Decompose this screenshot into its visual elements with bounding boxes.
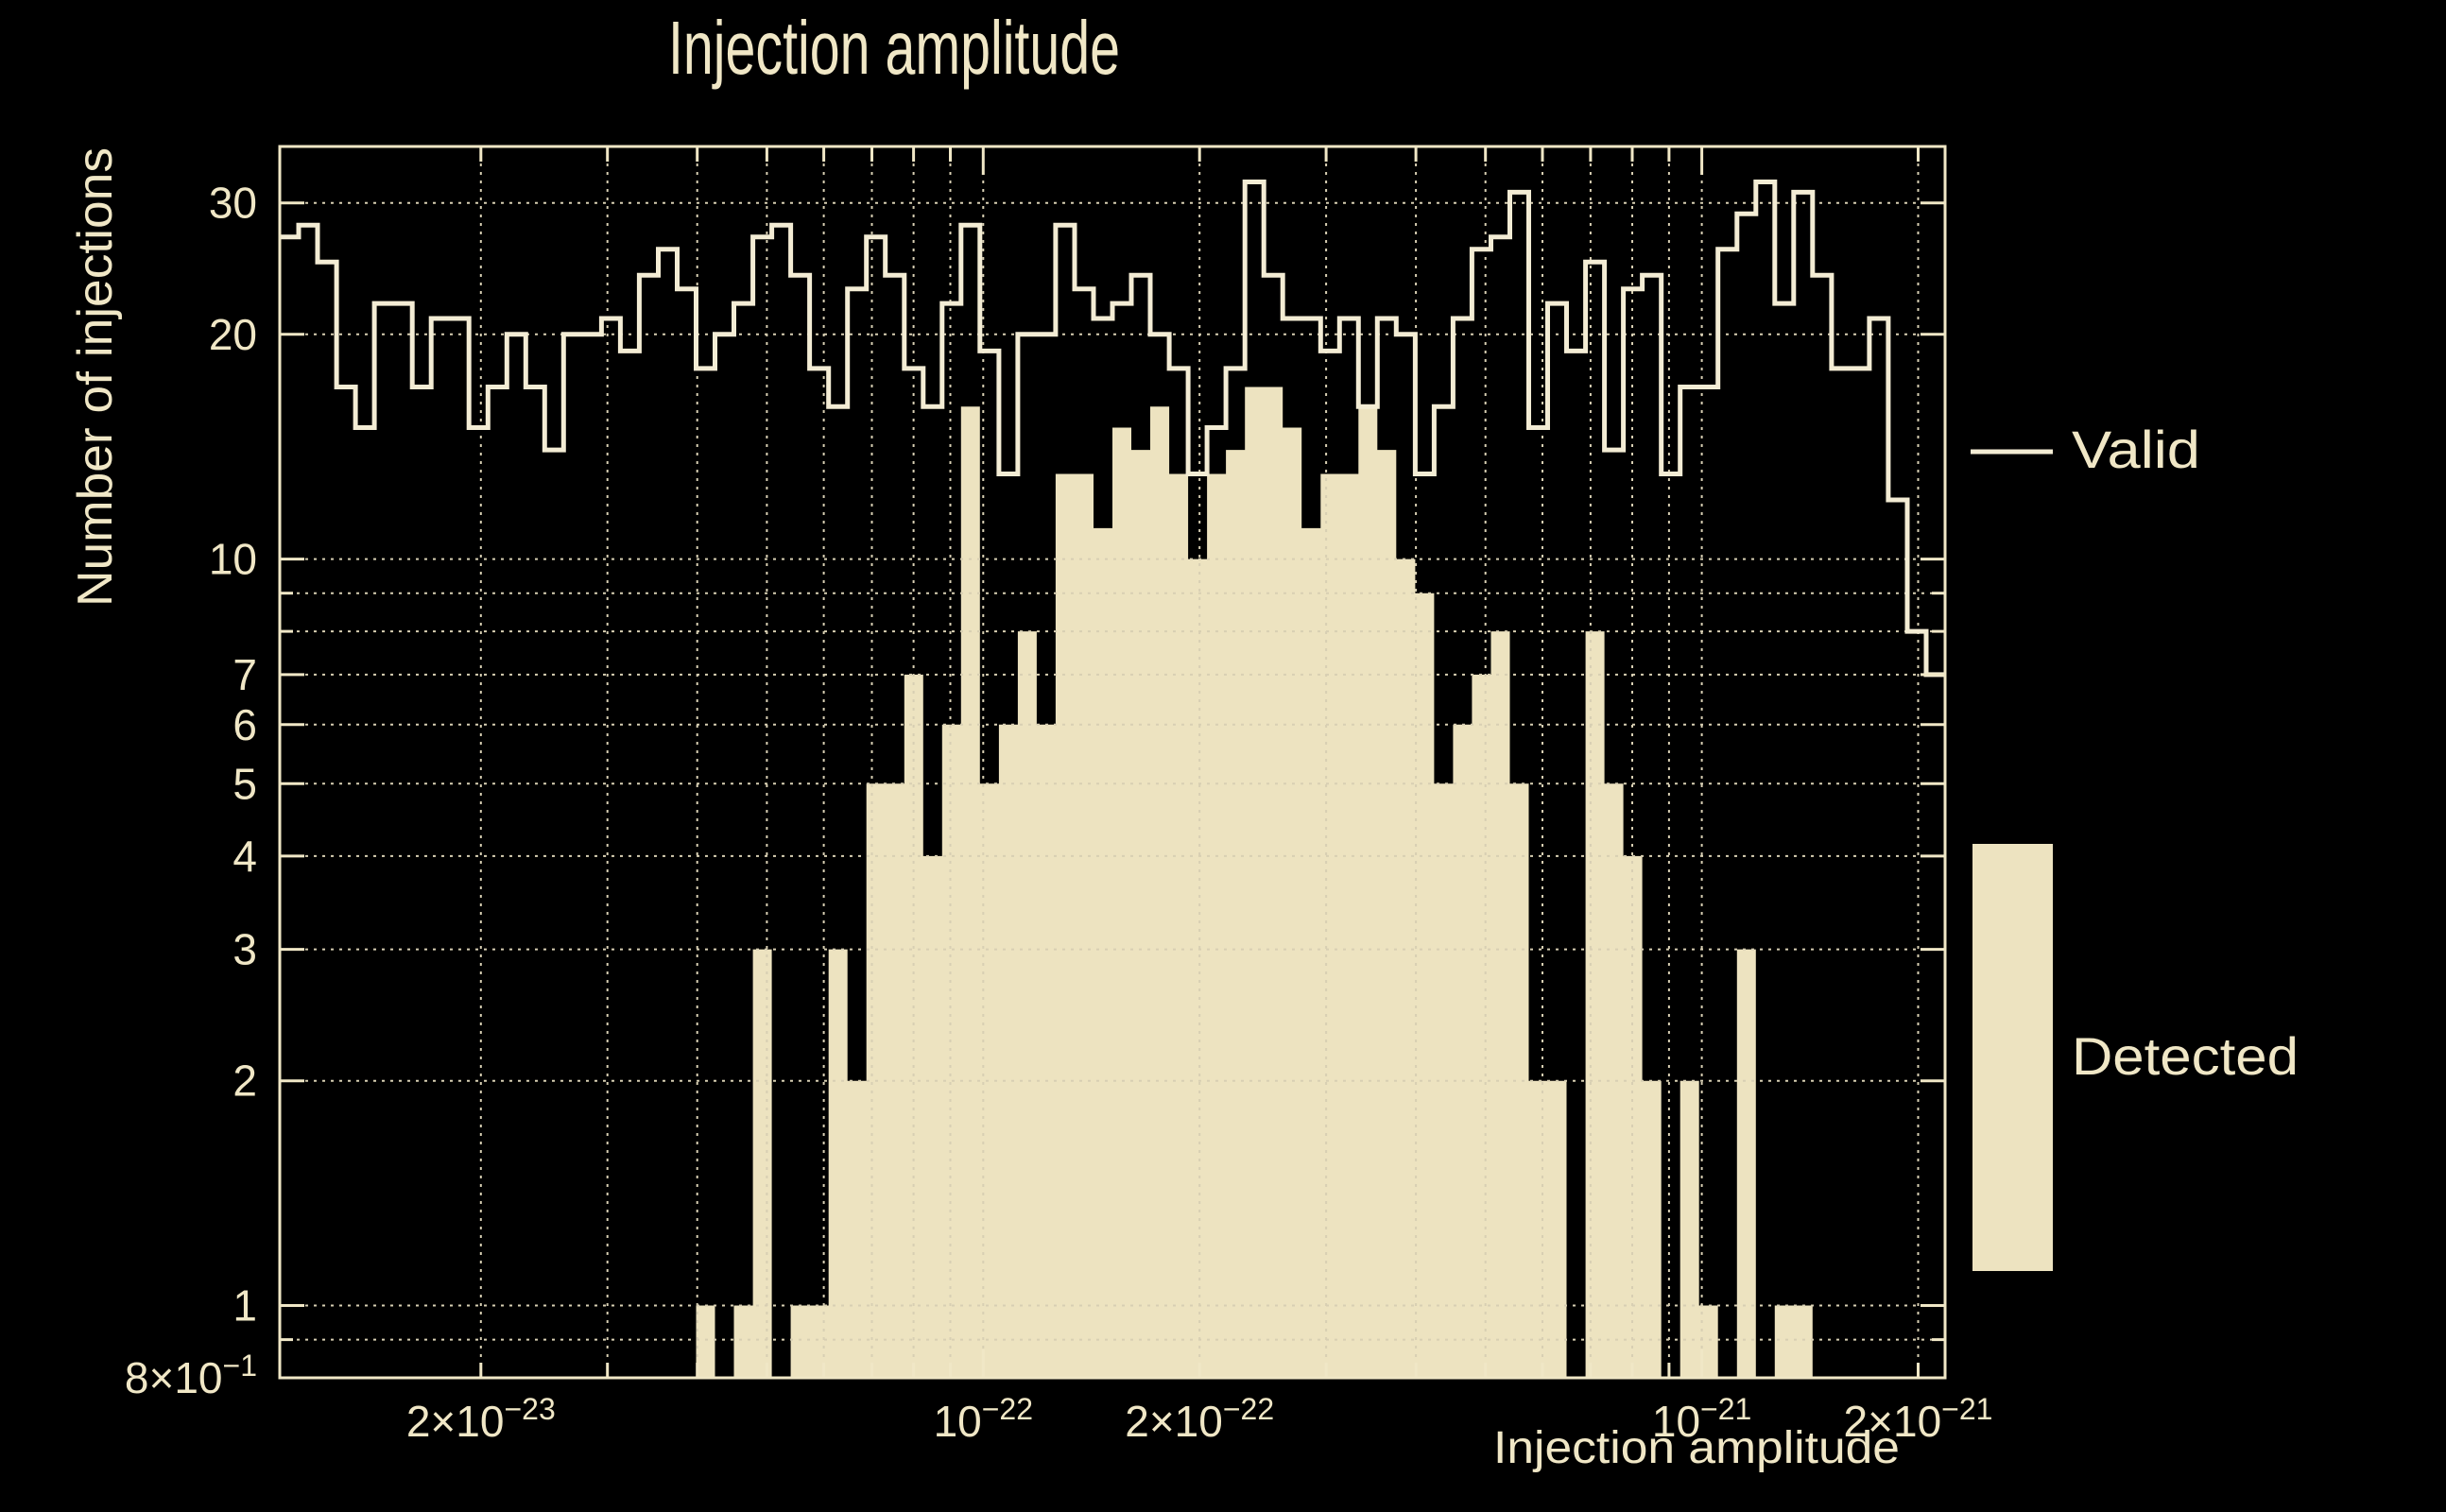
plot-frame-layer <box>278 145 1947 1380</box>
x-tick-label: 10−21 <box>1652 1392 1751 1446</box>
chart-title: Injection amplitude <box>668 6 1120 90</box>
y-axis-title: Number of injections <box>68 147 123 607</box>
y-tick-label: 4 <box>233 832 257 881</box>
valid-histogram <box>280 180 1945 678</box>
y-tick-label: 2 <box>233 1057 257 1106</box>
legend-detected-swatch <box>1972 844 2053 1271</box>
y-tick-label: 20 <box>209 310 257 359</box>
tick-label-layer: 30 20 10 76 5 4 3 2 1 8×10−1 2×10−23 10−22 2×10−22 10… <box>125 179 1993 1446</box>
y-tick-label: 5 <box>233 759 257 808</box>
y-tick-label: 3 <box>233 925 257 974</box>
y-tick-label: 6 <box>233 700 257 749</box>
x-axis-title: Injection amplitude <box>1493 1423 1900 1473</box>
legend-detected-label: Detected <box>2072 1026 2299 1086</box>
plot-frame <box>278 145 1947 1380</box>
legend-valid-label: Valid <box>2072 420 2200 479</box>
legend: Valid Detected <box>1971 420 2299 1271</box>
y-tick-label: 30 <box>209 179 257 228</box>
valid-step-line-layer <box>280 180 1945 678</box>
y-tick-label: 8×10−1 <box>125 1349 257 1402</box>
y-tick-label: 1 <box>233 1281 257 1331</box>
x-tick-label: 2×10−22 <box>1125 1392 1274 1446</box>
y-tick-label: 10 <box>209 535 257 584</box>
y-tick-label: 7 <box>233 650 257 699</box>
detected-histogram <box>280 387 1945 1378</box>
detected-fill-layer <box>280 387 1945 1378</box>
x-tick-label: 2×10−23 <box>406 1392 556 1446</box>
x-tick-label: 10−22 <box>934 1392 1033 1446</box>
x-tick-label: 2×10−21 <box>1844 1392 1993 1446</box>
